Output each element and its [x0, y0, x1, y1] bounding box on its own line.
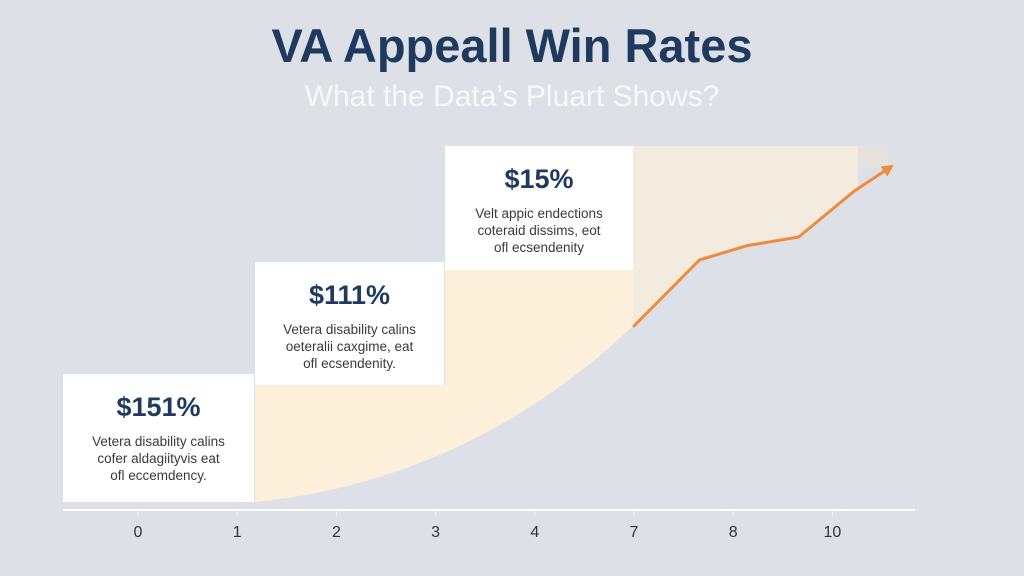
x-tick-label: 2: [331, 524, 341, 541]
panel-desc-line: Vetera disability calins: [92, 434, 225, 449]
data-point: [632, 324, 636, 328]
area-upper: [633, 146, 858, 326]
panel-desc-line: ofl ecsendenity: [493, 240, 585, 255]
arrow-head-icon: [880, 164, 894, 177]
x-tick-label: 10: [823, 524, 842, 541]
data-point: [697, 258, 701, 262]
panel-value: $15%: [504, 164, 574, 194]
panel-desc-line: oeteralii caxgime, eat: [285, 339, 414, 354]
data-point: [797, 235, 801, 239]
x-tick-label: 4: [530, 524, 540, 541]
panel-2: $111% Vetera disability calins oeteralii…: [255, 262, 444, 385]
area-edge: [858, 146, 888, 168]
x-tick-label: 0: [133, 524, 143, 541]
panel-desc-line: Velt appic endections: [475, 206, 603, 221]
data-point: [852, 189, 856, 193]
data-point: [887, 166, 891, 170]
panel-value: $111%: [308, 280, 391, 310]
series-line: [632, 166, 890, 328]
panel-desc-line: ofl ecsendenity.: [303, 356, 396, 371]
panel-desc-line: cofer aldagiityvis eat: [97, 451, 220, 466]
panel-3: $15% Velt appic endections coteraid diss…: [445, 146, 633, 270]
x-tick-label: 7: [629, 524, 639, 541]
panel-desc-line: ofl eccemdency.: [110, 468, 207, 483]
chart-subtitle: What the Data’s Pluart Shows?: [304, 80, 720, 113]
panel-value: $151%: [116, 392, 201, 422]
panel-desc-line: Vetera disability calins: [283, 322, 416, 337]
area-step-2: [255, 385, 445, 502]
panel-1: $151% Vetera disability calins cofer ald…: [63, 374, 254, 502]
chart-title: VA Appeall Win Rates: [271, 19, 753, 72]
x-tick-label: 3: [431, 524, 441, 541]
panel-desc-line: coteraid dissims, eot: [477, 223, 601, 238]
area-step-3: [445, 270, 633, 502]
x-tick-label: 1: [232, 524, 242, 541]
x-tick-label: 8: [728, 524, 738, 541]
data-point: [745, 244, 749, 248]
